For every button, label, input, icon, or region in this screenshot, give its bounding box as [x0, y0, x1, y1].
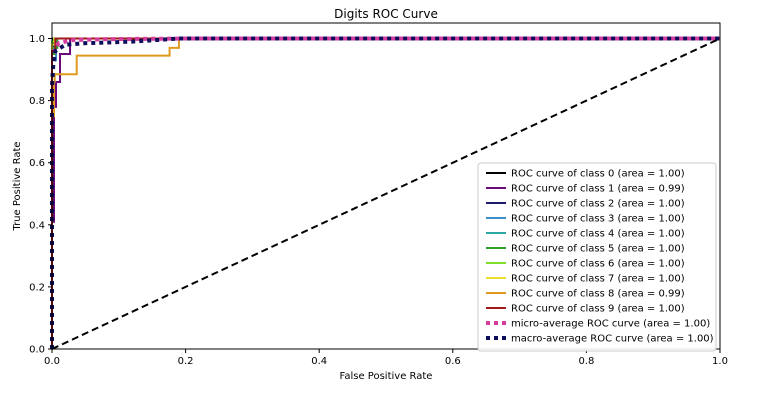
legend: ROC curve of class 0 (area = 1.00) ROC cu… [477, 162, 717, 352]
legend-box [477, 162, 717, 352]
x-axis: 0.0 0.2 0.4 0.6 0.8 1.0 [44, 349, 728, 367]
y-tick-label: 0.0 [29, 345, 45, 356]
legend-entry: ROC curve of class 3 (area = 1.00) [511, 214, 685, 225]
x-tick-label: 0.4 [311, 356, 327, 367]
legend-entry: ROC curve of class 2 (area = 1.00) [511, 199, 685, 210]
chance-diagonal-line [51, 37, 721, 350]
legend-entry: ROC curve of class 1 (area = 0.99) [511, 184, 685, 195]
legend-entry: ROC curve of class 9 (area = 1.00) [511, 304, 685, 315]
x-tick-label: 1.0 [712, 356, 728, 367]
x-tick-label: 0.2 [178, 356, 194, 367]
legend-entry: ROC curve of class 8 (area = 0.99) [511, 289, 685, 300]
x-tick-label: 0.6 [445, 356, 461, 367]
y-tick-label: 0.2 [29, 282, 45, 293]
legend-entry: ROC curve of class 0 (area = 1.00) [511, 169, 685, 180]
y-axis: 0.0 0.2 0.4 0.6 0.8 1.0 [29, 34, 52, 356]
x-tick-label: 0.0 [44, 356, 60, 367]
plot-frame [51, 22, 721, 350]
y-tick-label: 0.6 [29, 158, 45, 169]
y-axis-label: True Positive Rate [12, 141, 23, 231]
series-line-macro-average-roc-curve [50, 36, 720, 349]
x-axis-label: False Positive Rate [340, 371, 433, 382]
legend-entry: ROC curve of class 5 (area = 1.00) [511, 244, 685, 255]
x-tick-label: 0.8 [578, 356, 594, 367]
legend-entry: ROC curve of class 7 (area = 1.00) [511, 274, 685, 285]
legend-entry: ROC curve of class 6 (area = 1.00) [511, 259, 685, 270]
y-tick-label: 0.8 [29, 96, 45, 107]
y-tick-label: 1.0 [29, 34, 45, 45]
legend-entry: ROC curve of class 4 (area = 1.00) [511, 229, 685, 240]
chart-title: Digits ROC Curve [334, 7, 438, 21]
legend-entry: micro-average ROC curve (area = 1.00) [511, 319, 710, 330]
series-line-roc-curve-of-class-1 [51, 37, 720, 349]
y-tick-label: 0.4 [29, 220, 45, 231]
legend-entry: macro-average ROC curve (area = 1.00) [511, 334, 714, 345]
